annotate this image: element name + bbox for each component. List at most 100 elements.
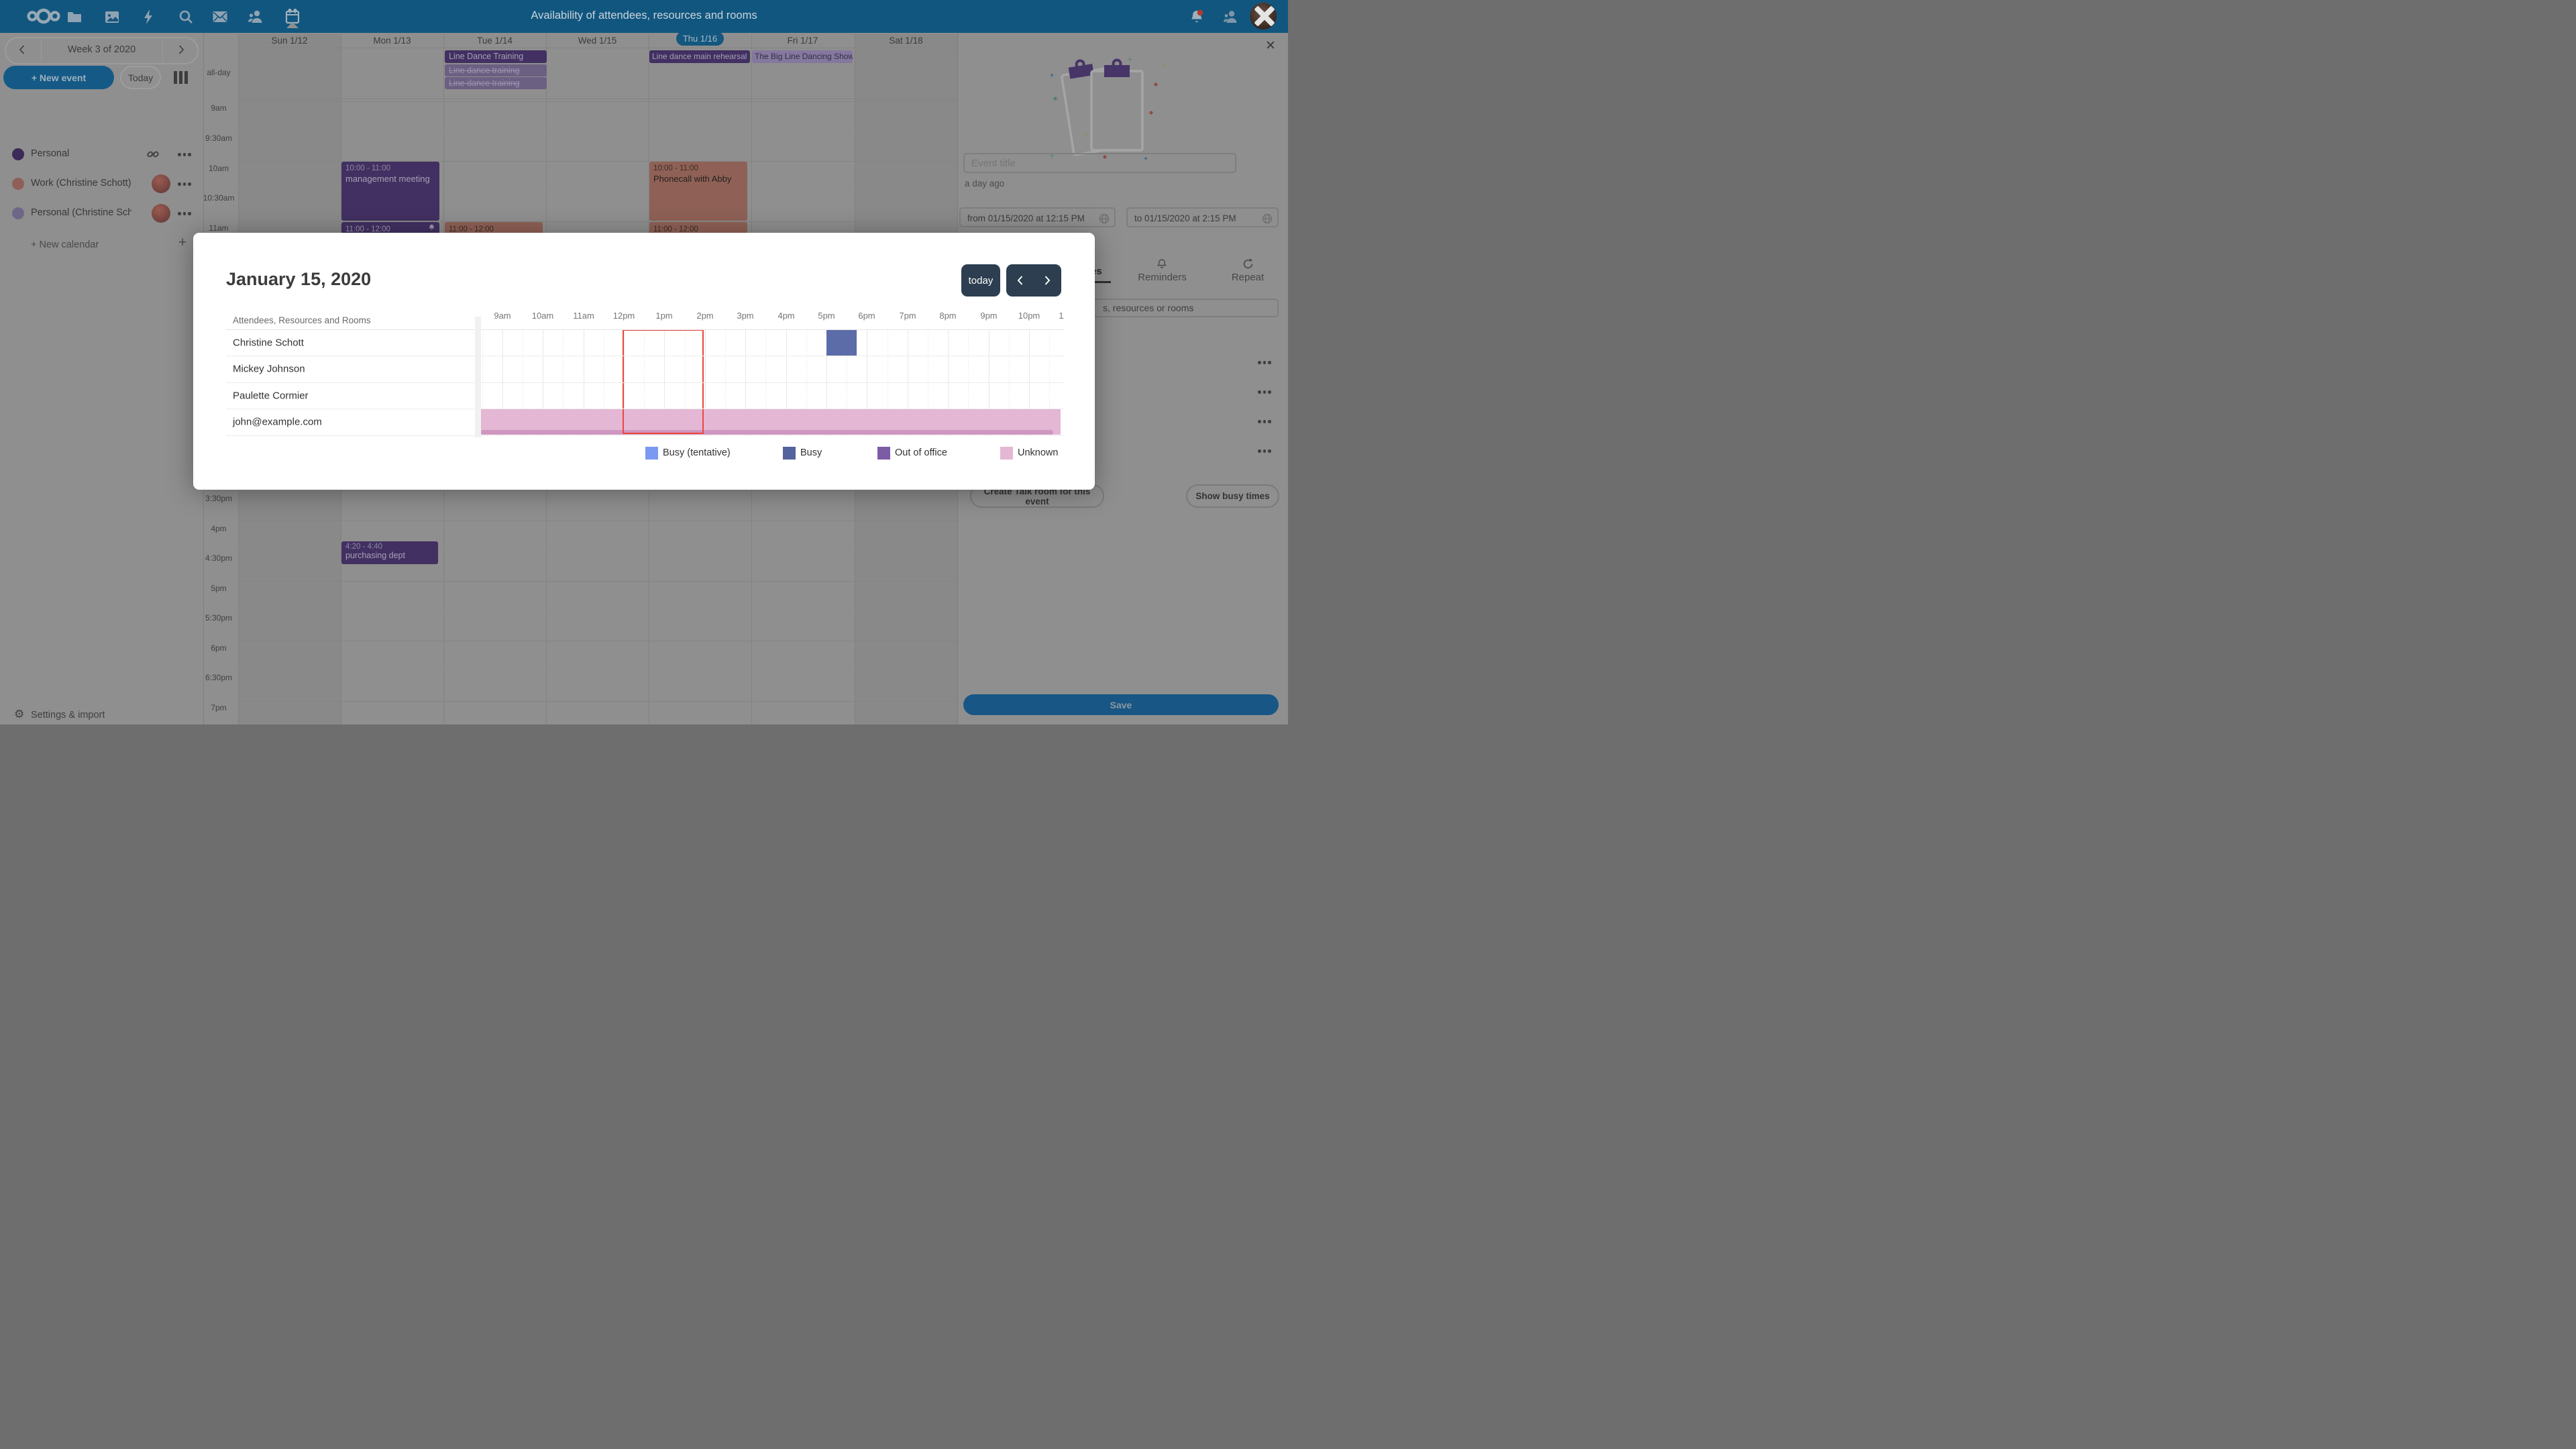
hour-label: 12pm [612,311,635,321]
from-value: from 01/15/2020 at 12:15 PM [967,213,1085,223]
chevron-left-icon[interactable] [17,44,28,55]
calendar-name: Personal (Christine Scho… [31,207,131,218]
hour-labels: 9am 10am 11am 12pm 1pm 2pm 3pm 4pm 5pm 6pm 7pm 8pm 9… [481,305,1064,329]
gutter-time: 4:30pm [205,553,233,563]
horizontal-scrollbar[interactable] [481,430,1053,435]
event-purchasing-dept[interactable]: 4:20 - 4:40 purchasing dept [341,541,438,564]
show-busy-times-button[interactable]: Show busy times [1186,484,1279,508]
row-separator [226,382,1064,383]
calendar-name: Work (Christine Schott) [31,178,131,189]
calendar-color-dot [12,178,24,190]
availability-modal: January 15, 2020 today Attendees, Resour… [193,233,1095,490]
day-header-wed: Wed 1/15 [578,36,617,46]
page-title: Availability of attendees, resources and… [531,9,757,21]
hour-label: 11pm [1059,311,1064,321]
availability-grid[interactable]: 9am 10am 11am 12pm 1pm 2pm 3pm 4pm 5pm 6pm 7pm 8pm 9… [481,305,1064,439]
today-button[interactable]: Today [120,66,161,89]
allday-label: all-day [207,68,231,77]
view-columns-icon[interactable] [174,71,188,84]
event-time: 10:00 - 11:00 [345,164,390,172]
gutter-time: 7pm [211,703,227,712]
contacts-app-icon[interactable] [248,9,264,25]
search-app-icon[interactable] [178,9,194,25]
chevron-right-icon[interactable] [176,44,186,55]
repeat-icon [1243,258,1253,269]
event-phonecall[interactable]: 10:00 - 11:00 Phonecall with Abby [649,162,747,221]
new-calendar-label: + New calendar [31,239,99,250]
attendee-menu-button[interactable] [1258,361,1271,364]
globe-icon[interactable] [1099,213,1110,224]
calendar-item-personal-christine[interactable]: Personal (Christine Scho… [0,201,204,225]
event-title-input[interactable] [963,153,1236,173]
gutter-time: 10:30am [203,193,235,203]
svg-text:+: + [1084,131,1088,138]
calendar-menu-button[interactable] [178,153,191,156]
photos-app-icon[interactable] [104,9,120,25]
from-datetime-field[interactable]: from 01/15/2020 at 12:15 PM [959,207,1116,227]
calendar-item-personal[interactable]: Personal [0,142,204,166]
gear-icon: ⚙ [14,708,25,720]
avatar-close-x-icon [1252,3,1277,29]
event-editor-sidebar: ✕ ++++ a day ago from 01/15/2020 at 12:1… [957,33,1288,724]
files-app-icon[interactable] [66,9,83,25]
settings-import-button[interactable]: ⚙ Settings & import [0,704,204,724]
notifications-bell-icon[interactable] [1189,9,1205,25]
gutter-time: 10am [208,164,229,173]
calendar-item-work-christine[interactable]: Work (Christine Schott) [0,172,204,196]
next-day-icon[interactable] [1042,275,1053,286]
event-time: 10:00 - 11:00 [653,164,698,172]
tab-repeat[interactable]: Repeat [1231,272,1265,283]
legend-swatch-out-of-office [877,447,890,460]
nextcloud-logo[interactable] [24,6,63,26]
gutter-time: 4pm [211,524,227,533]
hour-label: 8pm [939,311,957,321]
calendar-menu-button[interactable] [178,182,191,186]
save-button[interactable]: Save [963,694,1279,715]
contacts-menu-icon[interactable] [1222,9,1238,25]
hour-label: 10pm [1018,311,1040,321]
calendar-color-dot [12,148,24,160]
new-event-button[interactable]: + New event [3,66,114,89]
hour-label: 9am [494,311,511,321]
share-link-icon[interactable] [147,148,159,160]
new-calendar-button[interactable]: + New calendar + [0,233,204,258]
tab-reminders[interactable]: Reminders [1138,272,1187,283]
prev-day-icon[interactable] [1015,275,1026,286]
activity-app-icon[interactable] [141,9,157,25]
week-label: Week 3 of 2020 [67,44,136,55]
allday-event[interactable]: Line dance main rehearsal [649,50,750,63]
plus-icon: + [178,235,187,250]
mail-app-icon[interactable] [212,9,228,25]
calendar-menu-button[interactable] [178,212,191,215]
settings-label: Settings & import [31,710,105,720]
allday-event[interactable]: The Big Line Dancing Show [752,50,853,63]
event-title: management meeting [345,174,430,184]
modal-nav-buttons [1006,264,1061,297]
attendee-menu-button[interactable] [1258,390,1271,394]
names-grid-divider[interactable] [475,317,481,437]
event-management-meeting[interactable]: 10:00 - 11:00 management meeting [341,162,439,221]
allday-event-cancelled[interactable]: Line dance training [445,77,547,89]
to-datetime-field[interactable]: to 01/15/2020 at 2:15 PM [1126,207,1279,227]
row-separator [226,329,1064,330]
event-time: 4:20 - 4:40 [345,543,382,551]
allday-event-cancelled[interactable]: Line dance training [445,64,547,76]
attendee-menu-button[interactable] [1258,420,1271,423]
hour-label: 10am [531,311,554,321]
calendar-name: Personal [31,148,70,159]
event-title: purchasing dept [345,551,405,560]
today-pill: Thu 1/16 [676,32,724,46]
modal-today-button[interactable]: today [961,264,1000,297]
globe-icon[interactable] [1262,213,1273,224]
allday-event[interactable]: Line Dance Training [445,50,547,63]
bell-icon [1157,259,1167,268]
hour-label: 1pm [655,311,673,321]
attendee-menu-button[interactable] [1258,449,1271,453]
row-separator [226,435,1064,436]
close-icon[interactable]: ✕ [1265,39,1276,53]
legend-swatch-busy-tentative [645,447,658,460]
day-header-sat: Sat 1/18 [889,36,923,46]
week-navigation[interactable]: Week 3 of 2020 [5,37,199,64]
event-title: Phonecall with Abby [653,174,732,184]
reminder-bell-icon [429,224,435,231]
